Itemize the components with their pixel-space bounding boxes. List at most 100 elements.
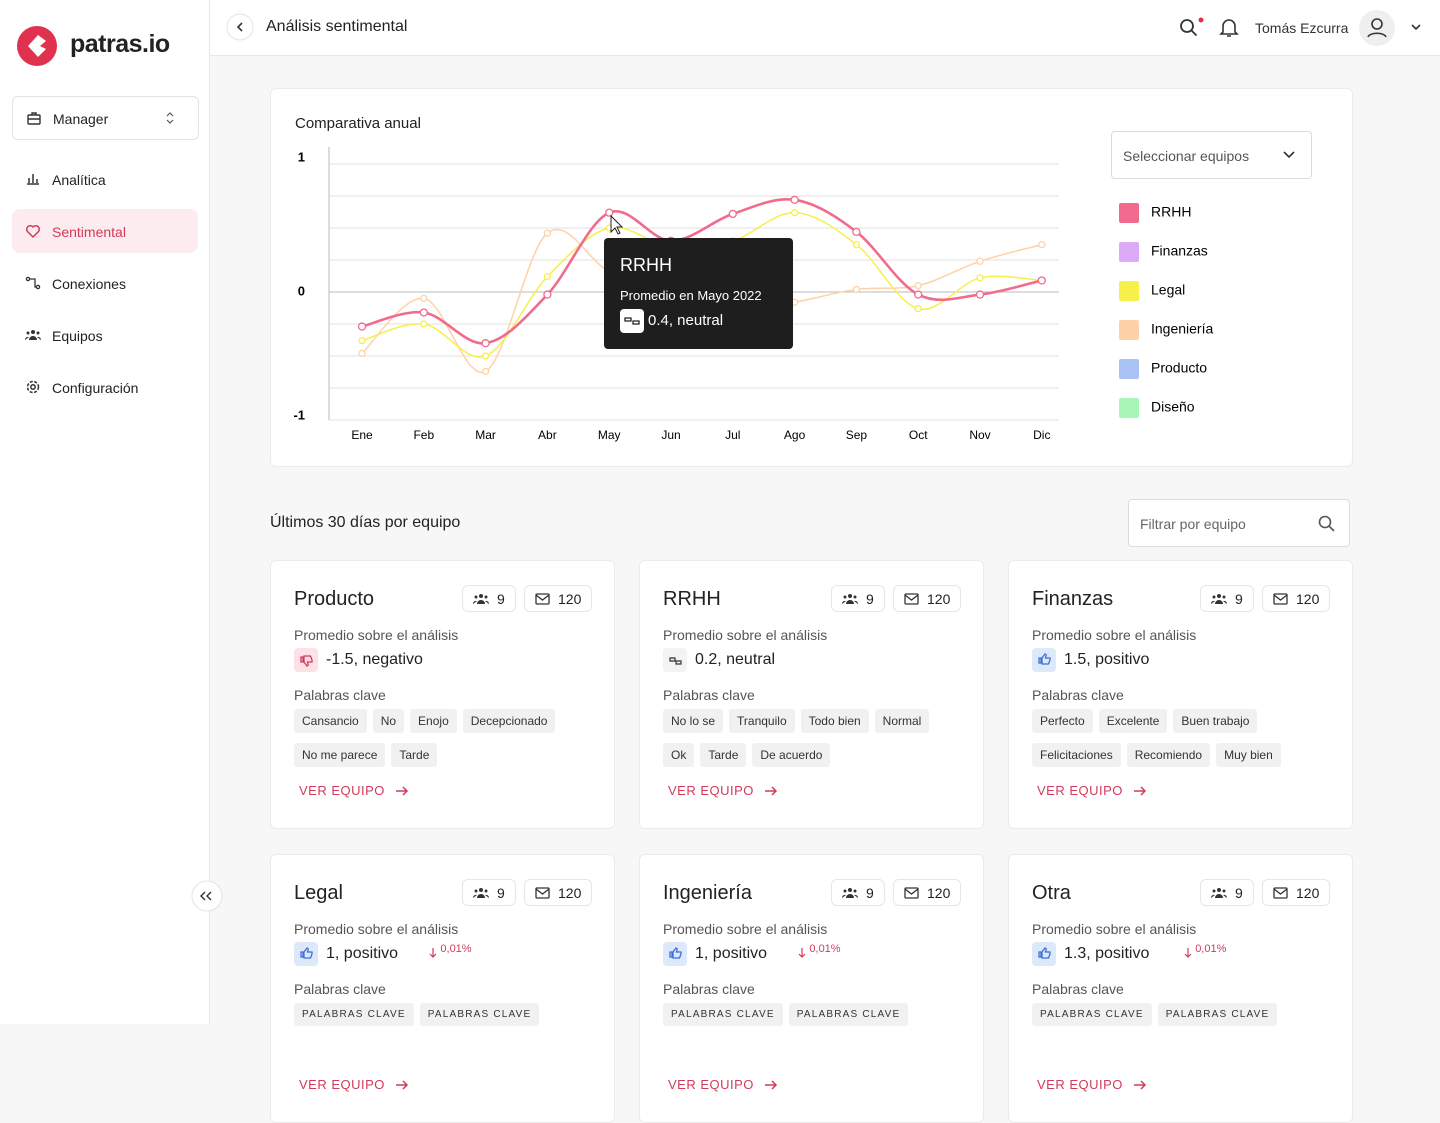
- chart-card: Comparativa anual 1 0 -1 Ene Feb Mar Abr May Jun…: [270, 88, 1353, 467]
- view-team-link[interactable]: VER EQUIPO: [668, 1077, 778, 1092]
- nav-icon-svg: [27, 174, 39, 185]
- link-label: VER EQUIPO: [299, 1077, 385, 1092]
- briefcase-icon: [27, 112, 41, 125]
- series-point: [420, 294, 428, 303]
- series-point: [976, 274, 984, 282]
- sentiment-icon: [1032, 648, 1056, 672]
- role-select[interactable]: Manager: [12, 96, 199, 140]
- keyword-chip: Recomiendo: [1126, 743, 1211, 767]
- team-name: Producto: [294, 588, 375, 610]
- nav-item[interactable]: Equipos: [12, 313, 198, 357]
- collapse-button[interactable]: [191, 880, 223, 912]
- x-tick-label: Jul: [725, 428, 740, 442]
- team-filter[interactable]: Filtrar por equipo: [1128, 499, 1350, 547]
- series-point: [975, 290, 985, 299]
- messages-count: 120: [927, 884, 951, 901]
- view-team-link[interactable]: VER EQUIPO: [1037, 1077, 1147, 1092]
- messages-count: 120: [558, 884, 582, 901]
- nav-icon-svg: [26, 380, 40, 394]
- sentiment-score: 0.2, neutral: [695, 651, 776, 668]
- keyword-chip: PALABRAS CLAVE: [419, 1003, 540, 1026]
- team-select[interactable]: Seleccionar equipos: [1111, 131, 1312, 179]
- members-count: 9: [1235, 884, 1243, 901]
- team-card: Otra 9 120 Promedio sobre el análisis 1.3, p…: [1008, 854, 1353, 1123]
- messages-badge: 120: [893, 585, 962, 612]
- members-badge: 9: [1200, 879, 1254, 906]
- series-point: [543, 272, 552, 281]
- arrow-icon: [1133, 785, 1146, 796]
- keyword-chip: Tarde: [700, 743, 747, 767]
- sentiment-score: 1.5, positivo: [1064, 651, 1150, 668]
- link-label: VER EQUIPO: [668, 1077, 754, 1092]
- sentiment-icon-svg: [294, 942, 318, 966]
- legend-swatch: [1119, 242, 1139, 262]
- members-icon: [842, 593, 858, 604]
- x-tick-label: Ene: [351, 428, 373, 442]
- messages-badge: 120: [893, 879, 962, 906]
- sentiment-icon: [294, 942, 318, 966]
- chevron-icon: [1283, 151, 1295, 159]
- tooltip-title: RRHH: [620, 255, 672, 275]
- nav-icon-svg: [24, 330, 42, 340]
- average-label: Promedio sobre el análisis: [1032, 921, 1197, 937]
- x-tick-label: Feb: [413, 428, 434, 442]
- series-point: [357, 322, 367, 331]
- keywords: PALABRAS CLAVE PALABRAS CLAVE: [294, 1003, 594, 1036]
- nav-label: Equipos: [52, 328, 103, 344]
- messages-count: 120: [1296, 590, 1320, 607]
- nav-label: Conexiones: [52, 276, 126, 292]
- bell-icon[interactable]: [1218, 16, 1240, 40]
- arrow-icon: [764, 1079, 777, 1090]
- team-card: Finanzas 9 120 Promedio sobre el análisis 1.…: [1008, 560, 1353, 829]
- x-tick-label: Mar: [475, 428, 496, 442]
- down-arrow: [1184, 945, 1192, 958]
- sentiment-score: 1, positivo: [326, 945, 399, 962]
- nav-item[interactable]: Conexiones: [12, 261, 198, 305]
- team-name: Ingeniería: [663, 882, 752, 904]
- keywords-label: Palabras clave: [294, 687, 386, 703]
- keywords: Perfecto Excelente Buen trabajo Felicitacio…: [1032, 709, 1332, 777]
- team-name: Finanzas: [1032, 588, 1114, 610]
- nav-icon: [25, 275, 41, 291]
- sidebar: patras.io Manager Analítica Sentimental Co…: [0, 0, 223, 1024]
- legend-label: Diseño: [1151, 399, 1195, 415]
- change: 0,01%: [1195, 943, 1227, 955]
- x-tick-label: Dic: [1033, 428, 1050, 442]
- sentiment-icon-svg: [663, 648, 687, 672]
- messages-count: 120: [558, 590, 582, 607]
- view-team-link[interactable]: VER EQUIPO: [668, 783, 778, 798]
- down-arrow: [798, 945, 806, 958]
- mail-icon: [904, 592, 919, 605]
- view-team-link[interactable]: VER EQUIPO: [299, 1077, 409, 1092]
- members-count: 9: [497, 884, 505, 901]
- filter-placeholder: Filtrar por equipo: [1140, 516, 1246, 532]
- series-point: [481, 367, 490, 376]
- sentiment-icon: [663, 942, 687, 966]
- series-point: [914, 290, 923, 299]
- nav-item[interactable]: Analítica: [12, 157, 198, 201]
- nav-item[interactable]: Sentimental: [12, 209, 198, 253]
- x-tick-label: May: [598, 428, 621, 442]
- x-tick-label: Jun: [661, 428, 680, 442]
- view-team-link[interactable]: VER EQUIPO: [299, 783, 409, 798]
- brand: patras.io: [70, 30, 170, 58]
- keyword-chip: PALABRAS CLAVE: [788, 1003, 909, 1026]
- legend-swatch: [1119, 359, 1139, 379]
- keyword-chip: No me parece: [294, 743, 386, 767]
- keyword-chip: Enojo: [410, 709, 457, 733]
- keyword-chip: PALABRAS CLAVE: [294, 1003, 414, 1026]
- series-point: [358, 349, 366, 358]
- series-point: [852, 285, 861, 294]
- team-card: Producto 9 120 Promedio sobre el análisis -1…: [270, 560, 615, 829]
- average-label: Promedio sobre el análisis: [663, 921, 828, 937]
- members-icon: [1211, 593, 1227, 604]
- down-arrow: [429, 945, 437, 958]
- back-button[interactable]: [226, 13, 254, 41]
- avatar[interactable]: [1358, 9, 1428, 47]
- down-arrow-svg: [429, 948, 437, 958]
- keyword-chip: Tranquilo: [729, 709, 795, 733]
- keyword-chip: No: [372, 709, 405, 733]
- view-team-link[interactable]: VER EQUIPO: [1037, 783, 1147, 798]
- nav-item[interactable]: Configuración: [12, 365, 198, 409]
- search-icon[interactable]: [1178, 16, 1208, 40]
